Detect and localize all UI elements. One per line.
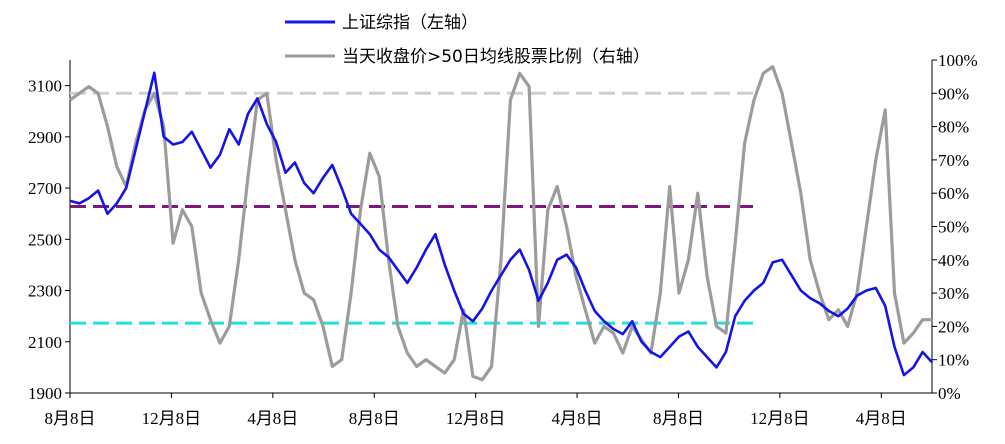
left-tick-label: 2300 bbox=[28, 282, 62, 301]
reference-lines bbox=[70, 91, 754, 325]
left-tick-label: 2500 bbox=[28, 230, 62, 249]
right-tick-label: 70% bbox=[938, 151, 969, 170]
x-tick-label: 8月8日 bbox=[45, 409, 96, 428]
x-tick-label: 8月8日 bbox=[653, 409, 704, 428]
series-lines bbox=[69, 65, 933, 382]
x-tick-label: 12月8日 bbox=[446, 409, 506, 428]
legend: 上证综指（左轴） 当天收盘价>50日均线股票比例（右轴） bbox=[285, 13, 650, 67]
x-tick-label: 4月8日 bbox=[552, 409, 603, 428]
legend-label: 上证综指（左轴） bbox=[342, 13, 478, 33]
axes: 1900 2100 2300 2500 2700 2900 3100 0% 10% 20% 30% 4… bbox=[28, 51, 978, 428]
right-tick-label: 40% bbox=[938, 251, 969, 270]
x-tick-label: 12月8日 bbox=[142, 409, 202, 428]
right-tick-label: 100% bbox=[938, 51, 978, 70]
legend-label: 当天收盘价>50日均线股票比例（右轴） bbox=[342, 47, 650, 67]
right-tick-label: 50% bbox=[938, 218, 969, 237]
left-tick-label: 2900 bbox=[28, 128, 62, 147]
right-tick-label: 90% bbox=[938, 84, 969, 103]
right-tick-label: 0% bbox=[938, 384, 961, 403]
left-tick-label: 2700 bbox=[28, 179, 62, 198]
x-tick-label: 4月8日 bbox=[247, 409, 298, 428]
right-tick-label: 30% bbox=[938, 284, 969, 303]
x-tick-label: 8月8日 bbox=[349, 409, 400, 428]
series-line-index bbox=[69, 71, 933, 377]
series-line-ratio bbox=[69, 65, 932, 382]
x-tick-label: 12月8日 bbox=[750, 409, 810, 428]
left-tick-label: 2100 bbox=[28, 333, 62, 352]
right-tick-label: 60% bbox=[938, 184, 969, 203]
right-tick-label: 10% bbox=[938, 351, 969, 370]
left-tick-label: 3100 bbox=[28, 77, 62, 96]
right-tick-label: 80% bbox=[938, 118, 969, 137]
right-tick-label: 20% bbox=[938, 317, 969, 336]
x-tick-label: 4月8日 bbox=[856, 409, 907, 428]
left-tick-label: 1900 bbox=[28, 384, 62, 403]
